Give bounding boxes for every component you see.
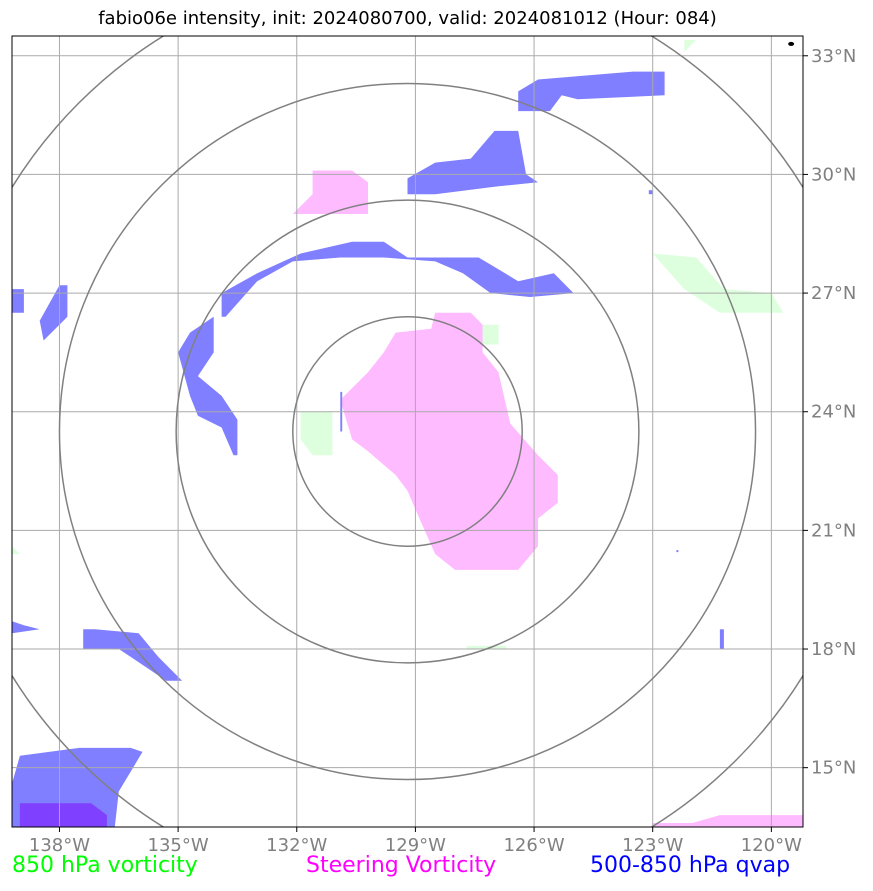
qvap-region bbox=[12, 621, 40, 634]
lon-tick-label: 138°W bbox=[29, 835, 90, 856]
lat-tick-label: 24°N bbox=[811, 402, 856, 423]
lon-tick-label: 126°W bbox=[503, 835, 564, 856]
vorticity-region bbox=[684, 40, 697, 52]
steering-region bbox=[340, 312, 558, 570]
vorticity-region bbox=[300, 411, 333, 456]
qvap-region bbox=[407, 130, 538, 195]
legend-qvap: 500-850 hPa qvap bbox=[590, 853, 791, 878]
qvap-region bbox=[12, 289, 24, 313]
legend-850hpa-vorticity: 850 hPa vorticity bbox=[12, 853, 198, 878]
qvap-region bbox=[83, 629, 183, 681]
steering-region bbox=[292, 170, 368, 214]
qvap-region bbox=[221, 241, 574, 317]
qvap-region bbox=[676, 550, 679, 553]
vorticity-region bbox=[478, 324, 499, 345]
vorticity-region bbox=[652, 253, 784, 313]
lat-tick-label: 33°N bbox=[811, 46, 856, 67]
lat-tick-label: 21°N bbox=[811, 520, 856, 541]
gridlines bbox=[12, 36, 803, 827]
map-frame bbox=[11, 35, 804, 828]
lon-tick-label: 129°W bbox=[385, 835, 446, 856]
lon-tick-label: 120°W bbox=[741, 835, 802, 856]
vorticity-region bbox=[466, 645, 507, 649]
steering-region bbox=[692, 815, 803, 827]
range-ring bbox=[175, 199, 640, 664]
lat-tick-label: 15°N bbox=[811, 758, 856, 779]
lat-tick-label: 18°N bbox=[811, 639, 856, 660]
range-ring bbox=[58, 82, 757, 781]
qvap-region bbox=[39, 285, 68, 341]
marker-dot bbox=[788, 41, 795, 46]
field-layer bbox=[12, 40, 803, 827]
qvap-dark-region bbox=[19, 803, 107, 827]
steering-region bbox=[652, 823, 697, 827]
plot-title: fabio06e intensity, init: 2024080700, va… bbox=[98, 8, 717, 29]
range-ring bbox=[292, 316, 523, 547]
vorticity-region bbox=[12, 546, 20, 555]
lat-tick-label: 27°N bbox=[811, 283, 856, 304]
axis-ticks: 138°W 135°W 132°W 129°W 126°W 123°W 120°W 15°N 1… bbox=[29, 46, 856, 856]
lon-tick-label: 123°W bbox=[622, 835, 683, 856]
lon-tick-label: 135°W bbox=[148, 835, 209, 856]
legend-steering-vorticity: Steering Vorticity bbox=[306, 853, 497, 878]
qvap-region bbox=[178, 316, 238, 456]
lon-tick-label: 132°W bbox=[266, 835, 327, 856]
lat-tick-label: 30°N bbox=[811, 164, 856, 185]
qvap-region bbox=[648, 190, 653, 195]
qvap-region bbox=[719, 629, 724, 649]
qvap-region bbox=[518, 71, 665, 112]
